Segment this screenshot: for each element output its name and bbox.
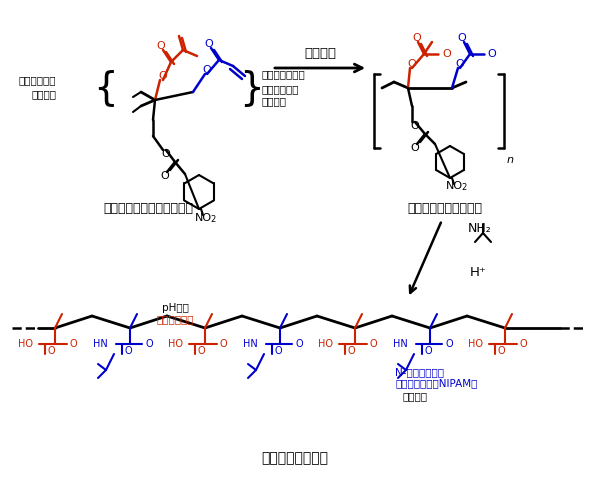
Text: O: O xyxy=(124,346,132,356)
Text: O: O xyxy=(410,121,419,131)
Text: HO: HO xyxy=(468,339,483,349)
Text: O: O xyxy=(220,339,227,349)
Text: O: O xyxy=(157,41,166,51)
Text: {: { xyxy=(94,69,118,107)
Text: O: O xyxy=(47,346,55,356)
Text: n: n xyxy=(507,155,514,165)
Text: 2: 2 xyxy=(461,184,467,192)
Text: O: O xyxy=(442,49,451,59)
Text: O: O xyxy=(205,39,214,49)
Text: O: O xyxy=(455,59,464,69)
Text: HO: HO xyxy=(18,339,33,349)
Text: }: } xyxy=(239,69,265,107)
Text: NO: NO xyxy=(194,213,212,223)
Text: O: O xyxy=(458,33,466,43)
Text: O: O xyxy=(370,339,377,349)
Text: NH₂: NH₂ xyxy=(468,222,492,235)
Text: 得られる環化ポリマー: 得られる環化ポリマー xyxy=(407,202,482,214)
Text: 2: 2 xyxy=(211,215,215,225)
Text: O: O xyxy=(145,339,152,349)
Text: 三級エステル: 三級エステル xyxy=(19,75,56,85)
Text: 活性化エステル: 活性化エステル xyxy=(262,69,306,79)
Text: O: O xyxy=(520,339,527,349)
Text: O: O xyxy=(410,143,419,153)
Text: pH応答: pH応答 xyxy=(161,303,188,313)
Text: メタクリル酸: メタクリル酸 xyxy=(156,314,194,324)
Text: 温度応答: 温度応答 xyxy=(403,391,427,401)
Text: HO: HO xyxy=(168,339,183,349)
Text: O: O xyxy=(445,339,452,349)
Text: して切断: して切断 xyxy=(262,96,287,106)
Text: O: O xyxy=(70,339,77,349)
Text: O: O xyxy=(424,346,432,356)
Text: N-イソプロピル: N-イソプロピル xyxy=(395,367,444,377)
Text: 酸で切断: 酸で切断 xyxy=(31,89,56,99)
Text: O: O xyxy=(347,346,355,356)
Text: O: O xyxy=(158,71,167,81)
Text: O: O xyxy=(295,339,302,349)
Text: HN: HN xyxy=(243,339,258,349)
Text: O: O xyxy=(274,346,282,356)
Text: HN: HN xyxy=(393,339,408,349)
Text: O: O xyxy=(487,49,496,59)
Text: NO: NO xyxy=(445,181,463,191)
Text: 交互シークエンス: 交互シークエンス xyxy=(262,451,329,465)
Text: HN: HN xyxy=(93,339,108,349)
Text: 環化重合: 環化重合 xyxy=(304,48,336,60)
Text: 設計したジビニルモノマー: 設計したジビニルモノマー xyxy=(103,202,193,214)
Text: H⁺: H⁺ xyxy=(470,265,487,278)
Text: アミンと反応: アミンと反応 xyxy=(262,84,299,94)
Text: O: O xyxy=(497,346,505,356)
Text: O: O xyxy=(413,33,421,43)
Text: O: O xyxy=(161,171,169,181)
Text: O: O xyxy=(407,59,416,69)
Text: O: O xyxy=(203,65,211,75)
Text: O: O xyxy=(197,346,205,356)
Text: O: O xyxy=(161,149,170,159)
Text: HO: HO xyxy=(318,339,333,349)
Text: アクリアミド（NIPAM）: アクリアミド（NIPAM） xyxy=(395,378,478,388)
